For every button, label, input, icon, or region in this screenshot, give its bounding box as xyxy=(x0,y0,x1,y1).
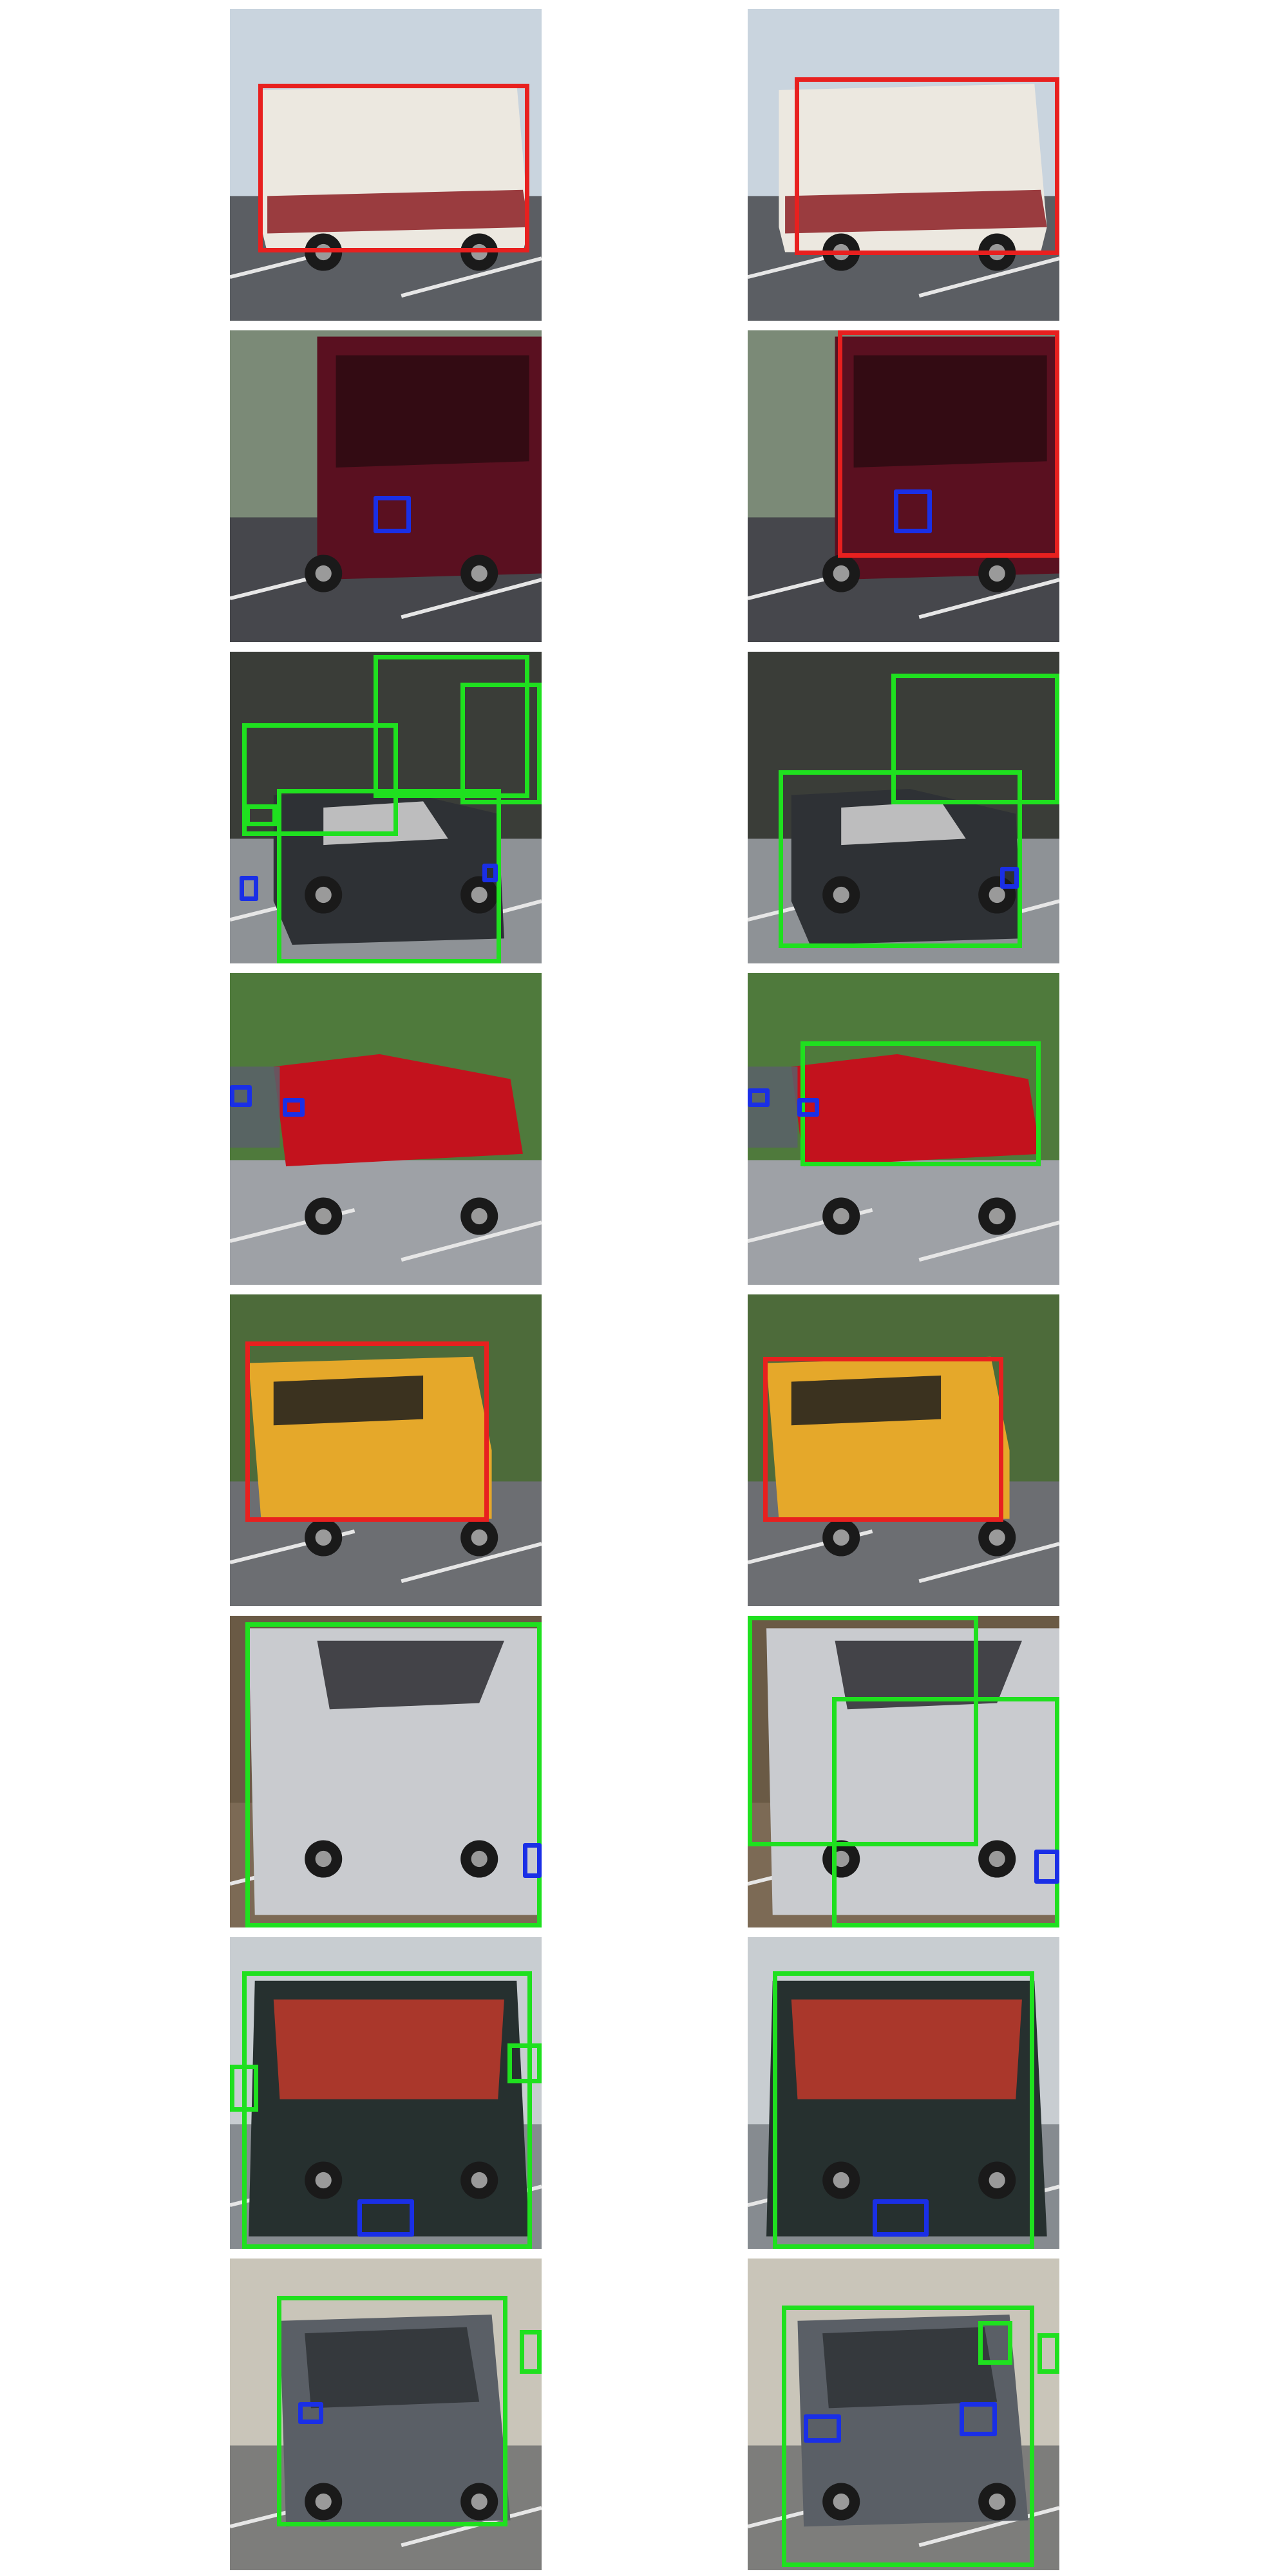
photo-scene xyxy=(230,330,542,642)
vehicle-window xyxy=(785,189,1047,234)
wheel-hub xyxy=(471,565,488,582)
wheel-hub xyxy=(833,1208,849,1225)
photo-scene xyxy=(748,9,1059,321)
wheel-hub xyxy=(989,886,1005,904)
wheel-hub xyxy=(471,243,488,261)
image-panel-left-4 xyxy=(230,973,542,1285)
wheel-hub xyxy=(989,243,1005,261)
image-panel-left-5 xyxy=(230,1294,542,1606)
photo-scene xyxy=(230,1937,542,2249)
wheel-hub xyxy=(989,1208,1005,1225)
vehicle-window xyxy=(841,801,966,846)
wheel-hub xyxy=(989,565,1005,582)
image-panel-left-7 xyxy=(230,1937,542,2249)
vehicle-body xyxy=(791,1054,1041,1167)
vehicle-window xyxy=(305,2327,480,2409)
wheel-hub xyxy=(315,886,332,904)
image-panel-right-5 xyxy=(748,1294,1059,1606)
wheel-hub xyxy=(833,2172,849,2189)
photo-scene xyxy=(230,1616,542,1927)
wheel-hub xyxy=(989,2172,1005,2189)
wheel-hub xyxy=(471,2493,488,2510)
photo-scene xyxy=(230,2259,542,2570)
vehicle-window xyxy=(336,355,529,468)
image-panel-left-1 xyxy=(230,9,542,321)
photo-scene xyxy=(748,652,1059,963)
photo-scene xyxy=(230,652,542,963)
wheel-hub xyxy=(315,565,332,582)
wheel-hub xyxy=(471,886,488,904)
vehicle-window xyxy=(317,1640,504,1710)
image-panel-left-6 xyxy=(230,1616,542,1927)
wheel-hub xyxy=(471,1208,488,1225)
vehicle-window xyxy=(273,1375,424,1426)
wheel-hub xyxy=(833,886,849,904)
vehicle-window xyxy=(822,2327,998,2409)
photo-scene xyxy=(748,2259,1059,2570)
wheel-hub xyxy=(471,1850,488,1868)
image-panel-right-7 xyxy=(748,1937,1059,2249)
wheel-hub xyxy=(315,2172,332,2189)
vehicle-window xyxy=(230,1066,280,1148)
vehicle-window xyxy=(853,355,1047,468)
wheel-hub xyxy=(833,2493,849,2510)
photo-scene xyxy=(230,973,542,1285)
image-panel-right-8 xyxy=(748,2259,1059,2570)
vehicle-window xyxy=(835,1640,1022,1710)
photo-scene xyxy=(748,973,1059,1285)
wheel-hub xyxy=(315,243,332,261)
photo-scene xyxy=(748,1616,1059,1927)
wheel-hub xyxy=(833,1850,849,1868)
image-panel-right-4 xyxy=(748,973,1059,1285)
wheel-hub xyxy=(315,1850,332,1868)
wheel-hub xyxy=(833,1529,849,1546)
image-panel-left-8 xyxy=(230,2259,542,2570)
wheel-hub xyxy=(315,1208,332,1225)
wheel-hub xyxy=(833,565,849,582)
image-panel-left-2 xyxy=(230,330,542,642)
wheel-hub xyxy=(315,1529,332,1546)
image-panel-left-3 xyxy=(230,652,542,963)
vehicle-window xyxy=(791,1999,1022,2099)
vehicle-window xyxy=(273,1999,504,2099)
wheel-hub xyxy=(315,2493,332,2510)
image-panel-right-3 xyxy=(748,652,1059,963)
photo-scene xyxy=(230,1294,542,1606)
image-panel-right-1 xyxy=(748,9,1059,321)
image-panel-right-2 xyxy=(748,330,1059,642)
wheel-hub xyxy=(989,2493,1005,2510)
photo-scene xyxy=(748,1294,1059,1606)
vehicle-window xyxy=(267,189,529,234)
photo-scene xyxy=(748,1937,1059,2249)
wheel-hub xyxy=(471,2172,488,2189)
wheel-hub xyxy=(989,1529,1005,1546)
wheel-hub xyxy=(989,1850,1005,1868)
photo-scene xyxy=(748,330,1059,642)
wheel-hub xyxy=(833,243,849,261)
image-panel-right-6 xyxy=(748,1616,1059,1927)
wheel-hub xyxy=(471,1529,488,1546)
vehicle-window xyxy=(748,1066,798,1148)
vehicle-body xyxy=(273,1054,523,1167)
vehicle-window xyxy=(791,1375,942,1426)
photo-scene xyxy=(230,9,542,321)
